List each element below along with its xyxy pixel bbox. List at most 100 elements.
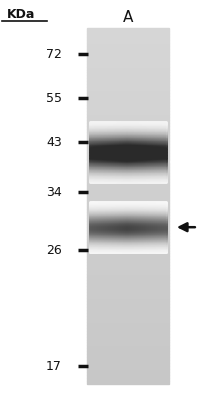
Bar	[87, 156, 169, 158]
Bar	[87, 93, 169, 96]
Bar	[87, 158, 169, 162]
Bar	[87, 96, 169, 99]
Bar	[87, 191, 169, 194]
Bar	[87, 70, 169, 72]
Bar	[87, 325, 169, 328]
Bar	[87, 111, 169, 114]
Bar	[87, 61, 169, 64]
Bar	[87, 82, 169, 84]
Bar	[87, 200, 169, 203]
Bar	[87, 221, 169, 224]
Bar	[87, 366, 169, 369]
Bar	[87, 105, 169, 108]
Bar	[87, 322, 169, 325]
Bar	[87, 248, 169, 250]
Bar	[87, 330, 169, 334]
Bar	[87, 286, 169, 289]
Bar	[87, 144, 169, 147]
Bar	[87, 162, 169, 164]
Bar	[87, 328, 169, 330]
Bar	[87, 55, 169, 58]
Bar	[87, 179, 169, 182]
Bar	[87, 233, 169, 236]
Bar	[87, 66, 169, 70]
Bar	[87, 188, 169, 191]
Bar	[87, 212, 169, 215]
Bar	[87, 375, 169, 378]
Bar	[87, 170, 169, 173]
Bar	[87, 256, 169, 260]
Bar	[87, 206, 169, 209]
Text: 26: 26	[46, 244, 62, 256]
Bar	[87, 268, 169, 271]
Bar	[87, 64, 169, 66]
Bar	[87, 197, 169, 200]
Bar	[87, 348, 169, 351]
Bar	[87, 203, 169, 206]
Bar	[87, 173, 169, 176]
Bar	[87, 313, 169, 316]
Bar	[87, 164, 169, 168]
Bar	[87, 132, 169, 135]
Bar	[87, 259, 169, 262]
Bar	[87, 90, 169, 93]
Bar	[87, 102, 169, 105]
Bar	[87, 334, 169, 336]
Bar	[87, 250, 169, 254]
Bar	[87, 147, 169, 150]
Bar	[87, 277, 169, 280]
Bar	[87, 254, 169, 256]
Bar	[87, 351, 169, 354]
Bar	[87, 244, 169, 248]
Bar	[87, 304, 169, 307]
Bar	[87, 340, 169, 342]
Bar	[87, 242, 169, 244]
Bar	[87, 265, 169, 268]
Bar	[87, 31, 169, 34]
Bar	[87, 58, 169, 61]
Bar	[87, 307, 169, 310]
Bar	[87, 301, 169, 304]
Bar	[87, 346, 169, 348]
Bar	[87, 227, 169, 230]
Text: 17: 17	[46, 360, 62, 372]
Bar	[87, 99, 169, 102]
Bar	[87, 28, 169, 31]
Bar	[87, 360, 169, 363]
Bar	[87, 336, 169, 340]
Bar	[87, 168, 169, 170]
Bar	[87, 292, 169, 295]
Bar	[87, 319, 169, 322]
Bar	[87, 120, 169, 123]
Bar	[87, 141, 169, 144]
Bar	[87, 84, 169, 87]
Bar	[87, 381, 169, 384]
Bar	[87, 295, 169, 298]
Text: A: A	[123, 10, 133, 26]
Bar	[87, 215, 169, 218]
Bar	[87, 357, 169, 360]
Bar	[87, 49, 169, 52]
Bar	[87, 46, 169, 49]
Bar	[87, 40, 169, 43]
Bar	[87, 152, 169, 156]
Bar	[87, 280, 169, 283]
Bar	[87, 185, 169, 188]
Bar	[87, 218, 169, 221]
Bar	[87, 369, 169, 372]
Bar	[87, 316, 169, 319]
Bar	[87, 298, 169, 301]
Bar	[87, 78, 169, 81]
Bar	[87, 289, 169, 292]
Text: 43: 43	[46, 136, 62, 148]
Bar	[87, 123, 169, 126]
Bar	[87, 378, 169, 381]
Text: 72: 72	[46, 48, 62, 60]
Bar	[87, 117, 169, 120]
Text: 34: 34	[46, 186, 62, 198]
Bar	[87, 194, 169, 197]
Bar	[87, 114, 169, 117]
Bar	[87, 354, 169, 357]
Bar	[87, 52, 169, 55]
Bar	[87, 72, 169, 76]
